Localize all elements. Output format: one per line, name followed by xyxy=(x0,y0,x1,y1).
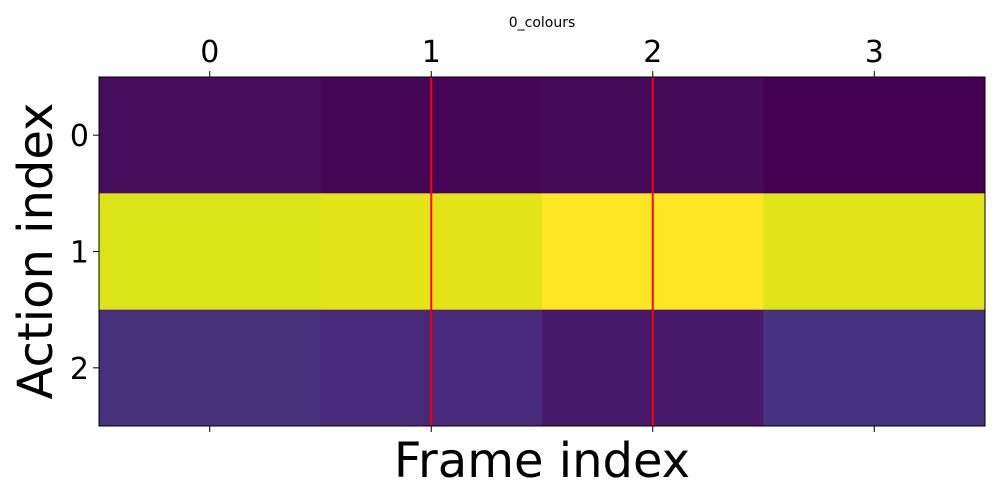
x-axis-label: Frame index xyxy=(394,433,690,489)
y-tick-label: 1 xyxy=(70,236,89,271)
heatmap-cell xyxy=(763,309,986,427)
x-axis-ticks: 0 1 2 3 xyxy=(200,35,884,432)
x-tick-label: 2 xyxy=(643,35,662,70)
x-tick-label: 1 xyxy=(422,35,441,70)
heatmap-cell xyxy=(763,77,986,194)
x-tick-label: 3 xyxy=(865,35,884,70)
y-axis-label: Action index xyxy=(8,103,64,400)
marker-lines xyxy=(430,77,654,426)
y-axis-ticks: 0 1 2 xyxy=(70,119,99,387)
chart-title: 0_colours xyxy=(509,15,576,31)
x-tick-label: 0 xyxy=(200,35,219,70)
y-tick-label: 2 xyxy=(70,352,89,387)
heatmap-cell xyxy=(763,193,986,311)
heatmap-cell xyxy=(99,193,321,311)
heatmap-cell xyxy=(99,309,321,427)
y-tick-label: 0 xyxy=(70,119,89,154)
heatmap-cell xyxy=(99,77,321,194)
heatmap-cells xyxy=(99,77,986,427)
